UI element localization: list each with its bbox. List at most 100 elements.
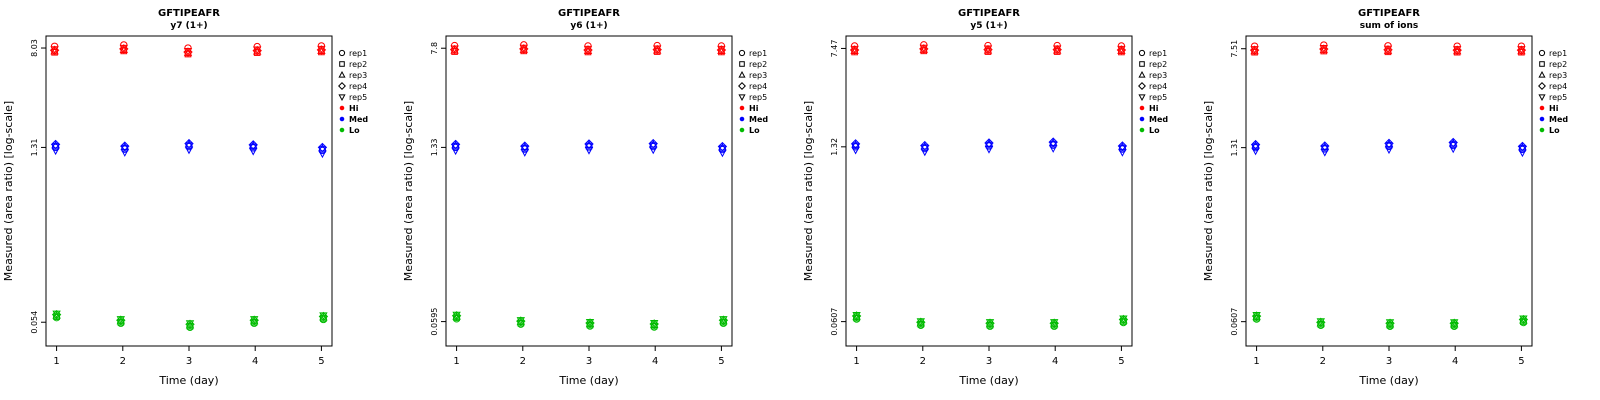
legend-item-rep2: rep2 <box>1549 60 1567 69</box>
legend-item-rep2: rep2 <box>1149 60 1167 69</box>
hi-legend-dot-icon <box>739 105 745 111</box>
legend: rep1 rep2 rep3 rep4 rep5 Hi Med Lo <box>338 49 368 135</box>
chart-title: GFTIPEAFR <box>558 8 620 19</box>
point-med-day2-rep5 <box>120 149 129 157</box>
legend-item-rep5: rep5 <box>1549 93 1567 102</box>
point-hi-day3-rep5 <box>983 45 993 54</box>
point-med-day2-rep5 <box>920 148 929 157</box>
y-axis-label: Measured (area ratio) [log-scale] <box>2 101 15 281</box>
point-med-day3-rep5 <box>984 145 994 154</box>
point-med-day5-rep5 <box>718 149 727 158</box>
x-tick-label: 5 <box>718 356 724 367</box>
point-med-day2-rep4 <box>520 141 530 151</box>
legend-item-rep4: rep4 <box>1149 82 1167 91</box>
chart-subtitle: y5 (1+) <box>970 21 1007 31</box>
point-med-day4-rep4 <box>648 138 658 149</box>
hi-legend-dot-icon <box>1539 105 1545 111</box>
legend: rep1 rep2 rep3 rep4 rep5 Hi Med Lo <box>1138 49 1168 135</box>
lo-legend-dot-icon <box>1539 127 1545 133</box>
point-med-day1-rep5 <box>451 147 460 156</box>
chart-svg-y7: GFTIPEAFR y7 (1+) Time (day) Measured (area… <box>2 8 368 387</box>
x-tick-label: 2 <box>120 356 126 367</box>
x-axis-label: Time (day) <box>958 374 1018 387</box>
lo-legend-dot-icon <box>1139 127 1145 133</box>
point-lo-day5-rep5 <box>319 312 328 321</box>
point-lo-day1-rep5 <box>1252 312 1261 320</box>
x-tick-label: 4 <box>1052 356 1058 367</box>
point-med-day2-rep5 <box>520 149 529 157</box>
x-tick-label: 1 <box>453 356 459 367</box>
point-hi-day5-rep5 <box>717 45 726 54</box>
chart-title: GFTIPEAFR <box>1358 8 1420 19</box>
point-hi-day5-rep5 <box>1117 45 1126 54</box>
med-legend-dot-icon <box>339 116 345 122</box>
triangle-up-legend-icon <box>738 70 746 78</box>
point-hi-day4-rep5 <box>1053 45 1062 54</box>
plot-box <box>1245 35 1533 347</box>
point-med-day1-rep4 <box>850 139 861 149</box>
x-axis-label: Time (day) <box>1358 374 1418 387</box>
point-med-day5-rep4 <box>317 142 328 153</box>
point-med-day5-rep4 <box>1117 141 1128 151</box>
point-lo-day3-rep5 <box>585 318 595 327</box>
point-hi-day1-rep5 <box>1250 46 1259 54</box>
legend-item-lo: Lo <box>349 126 360 135</box>
x-tick-label: 2 <box>1320 356 1326 367</box>
x-tick-label: 2 <box>520 356 526 367</box>
circle-legend-icon <box>738 49 746 57</box>
series-med-points <box>1250 137 1528 158</box>
legend-item-rep3: rep3 <box>1149 71 1167 80</box>
chart-title: GFTIPEAFR <box>958 8 1020 19</box>
square-legend-icon <box>739 61 745 67</box>
point-med-day1-rep4 <box>450 139 461 150</box>
legend-item-rep3: rep3 <box>349 71 367 80</box>
x-axis-label: Time (day) <box>558 374 618 387</box>
series-med-points <box>50 138 328 159</box>
x-tick-label: 2 <box>920 356 926 367</box>
series-hi-points <box>449 41 727 56</box>
legend-item-hi: Hi <box>349 104 359 113</box>
x-tick-label: 1 <box>53 356 59 367</box>
chart-subtitle: y7 (1+) <box>170 21 207 31</box>
chart-title: GFTIPEAFR <box>158 8 220 19</box>
series-lo-points <box>1251 311 1529 330</box>
y-axis-label: Measured (area ratio) [log-scale] <box>402 101 415 281</box>
triangle-up-legend-icon <box>1538 70 1546 78</box>
legend-item-rep5: rep5 <box>749 93 767 102</box>
point-med-day3-rep4 <box>984 138 994 148</box>
point-hi-day1-rep5 <box>50 46 59 55</box>
x-tick-label: 3 <box>986 356 992 367</box>
y-tick-label: 0.0595 <box>430 308 439 336</box>
chart-panel-y6: GFTIPEAFR y6 (1+) Time (day) Measured (area… <box>400 0 800 400</box>
point-med-day2-rep4 <box>120 141 130 151</box>
point-hi-day5-rep5 <box>1517 46 1526 54</box>
series-med-points <box>450 138 728 158</box>
x-tick-label: 5 <box>318 356 324 367</box>
point-hi-day3-rep5 <box>1383 45 1393 54</box>
plot-box <box>445 35 733 347</box>
square-legend-icon <box>339 61 345 67</box>
series-hi-points <box>1249 41 1527 56</box>
x-axis-label: Time (day) <box>158 374 218 387</box>
legend-item-rep2: rep2 <box>749 60 767 69</box>
legend-item-rep4: rep4 <box>349 82 367 91</box>
lo-legend-dot-icon <box>739 127 745 133</box>
square-legend-icon <box>1539 61 1545 67</box>
point-med-day3-rep5 <box>184 146 194 155</box>
point-lo-day1-rep5 <box>852 311 861 320</box>
legend-item-med: Med <box>1549 115 1568 124</box>
point-lo-day1-rep5 <box>52 310 61 319</box>
legend-item-rep1: rep1 <box>349 49 367 58</box>
point-hi-day1-rep5 <box>850 45 859 54</box>
point-med-day5-rep4 <box>1517 141 1528 152</box>
point-lo-day4-rep5 <box>1450 319 1459 328</box>
y-tick-label: 7.47 <box>830 40 839 58</box>
x-tick-label: 4 <box>252 356 258 367</box>
x-tick-label: 3 <box>1386 356 1392 367</box>
chart-svg-y6: GFTIPEAFR y6 (1+) Time (day) Measured (area… <box>402 8 768 387</box>
point-med-day3-rep5 <box>1384 146 1394 155</box>
diamond-legend-icon <box>1538 82 1546 90</box>
legend-item-rep4: rep4 <box>749 82 767 91</box>
point-lo-day2-rep5 <box>116 316 125 324</box>
point-lo-day3-rep5 <box>985 319 995 327</box>
